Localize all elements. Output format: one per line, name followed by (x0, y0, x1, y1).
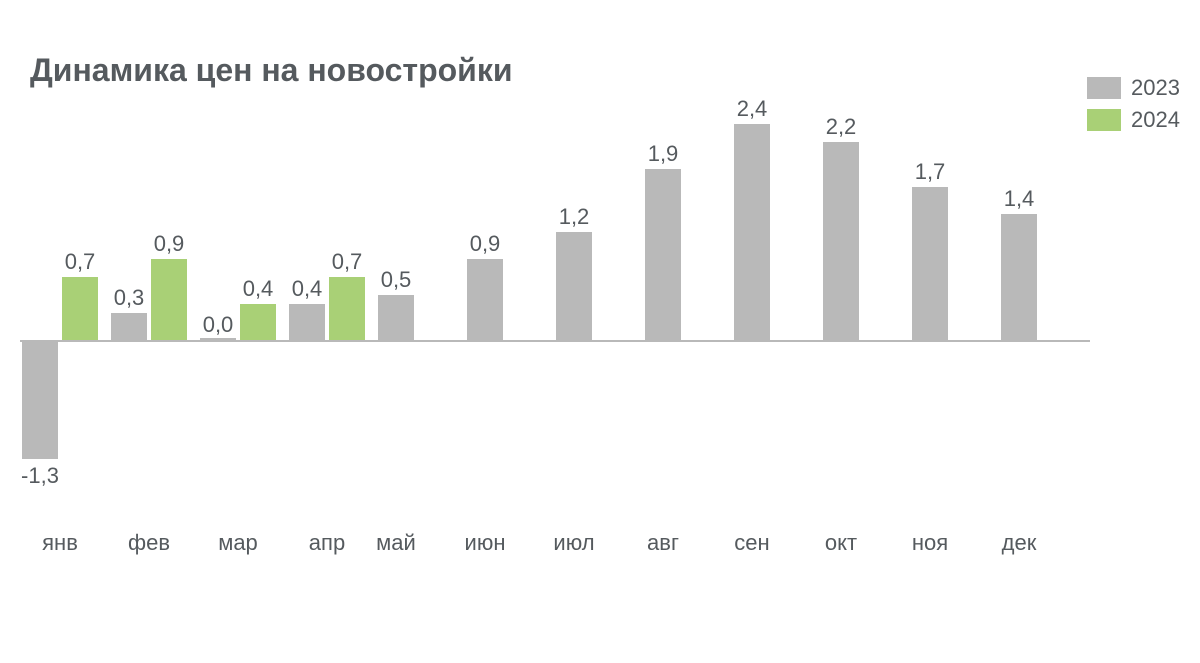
bar-label-2023: 2,4 (722, 96, 782, 122)
bar-2024 (329, 277, 365, 340)
month-label: июн (465, 530, 506, 556)
bar-label-2023: 0,3 (99, 285, 159, 311)
bar-label-2023: 1,7 (900, 159, 960, 185)
bar-2023 (289, 304, 325, 340)
bar-label-2024: 0,9 (139, 231, 199, 257)
bar-2023 (645, 169, 681, 340)
bar-2023 (22, 342, 58, 459)
month-label: апр (309, 530, 345, 556)
legend-swatch-2023 (1087, 77, 1121, 99)
chart-area: -1,30,7янв0,30,9фев0,00,4мар0,40,7апр0,5… (20, 100, 1090, 580)
bar-2023 (111, 313, 147, 340)
bar-label-2023: 1,2 (544, 204, 604, 230)
bar-2023 (912, 187, 948, 340)
month-label: фев (128, 530, 170, 556)
chart-container: Динамика цен на новостройки 2023 2024 -1… (0, 0, 1200, 663)
month-label: янв (42, 530, 78, 556)
bar-2024 (240, 304, 276, 340)
bar-2023 (734, 124, 770, 340)
chart-title: Динамика цен на новостройки (30, 52, 513, 89)
legend-item-2023: 2023 (1087, 75, 1180, 101)
bar-2023 (378, 295, 414, 340)
bar-label-2023: 0,9 (455, 231, 515, 257)
bar-label-2023: 1,9 (633, 141, 693, 167)
legend: 2023 2024 (1087, 75, 1180, 139)
bar-2023 (556, 232, 592, 340)
legend-label-2023: 2023 (1131, 75, 1180, 101)
month-label: дек (1002, 530, 1037, 556)
month-label: сен (734, 530, 769, 556)
bar-label-2023: 1,4 (989, 186, 1049, 212)
legend-label-2024: 2024 (1131, 107, 1180, 133)
month-label: мар (218, 530, 258, 556)
month-label: ноя (912, 530, 948, 556)
month-label: окт (825, 530, 857, 556)
bar-2024 (151, 259, 187, 340)
bar-label-2023: -1,3 (10, 463, 70, 489)
bar-2023 (823, 142, 859, 340)
legend-swatch-2024 (1087, 109, 1121, 131)
x-axis (20, 340, 1090, 342)
bar-label-2024: 0,7 (50, 249, 110, 275)
bar-label-2023: 0,4 (277, 276, 337, 302)
bar-label-2023: 2,2 (811, 114, 871, 140)
bar-2023 (467, 259, 503, 340)
month-label: июл (553, 530, 594, 556)
bar-label-2023: 0,0 (188, 312, 248, 338)
bar-2023 (1001, 214, 1037, 340)
month-label: авг (647, 530, 679, 556)
bar-label-2023: 0,5 (366, 267, 426, 293)
bar-2024 (62, 277, 98, 340)
bar-2023 (200, 338, 236, 340)
legend-item-2024: 2024 (1087, 107, 1180, 133)
month-label: май (376, 530, 416, 556)
